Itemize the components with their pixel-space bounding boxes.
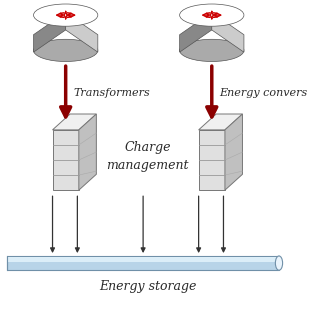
Text: Transformers: Transformers	[73, 88, 150, 98]
Ellipse shape	[34, 4, 98, 26]
Ellipse shape	[276, 256, 283, 270]
Ellipse shape	[34, 39, 98, 61]
Polygon shape	[199, 114, 243, 130]
Text: Energy convers: Energy convers	[219, 88, 307, 98]
Polygon shape	[180, 12, 212, 52]
Polygon shape	[66, 12, 98, 52]
Polygon shape	[212, 12, 244, 52]
Text: Charge
management: Charge management	[106, 141, 189, 172]
Polygon shape	[52, 114, 96, 130]
Polygon shape	[52, 130, 79, 190]
Polygon shape	[79, 114, 96, 190]
Polygon shape	[225, 114, 243, 190]
Ellipse shape	[180, 4, 244, 26]
Polygon shape	[34, 12, 66, 52]
Bar	[7, 256, 279, 270]
Bar	[7, 257, 279, 262]
Polygon shape	[199, 130, 225, 190]
Ellipse shape	[180, 39, 244, 61]
Text: Energy storage: Energy storage	[99, 280, 196, 293]
